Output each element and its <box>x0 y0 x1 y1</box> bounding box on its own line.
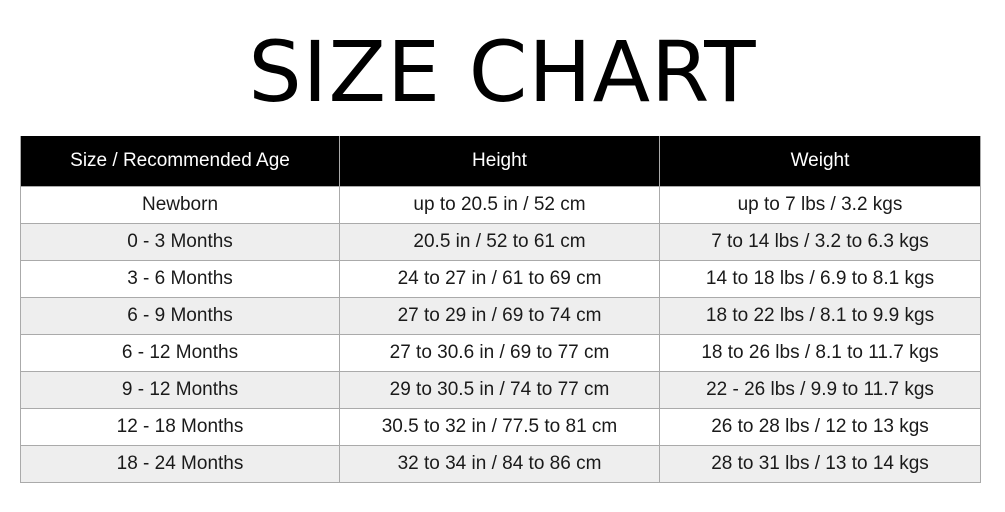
height-cell: 27 to 30.6 in / 69 to 77 cm <box>339 334 660 372</box>
weight-cell: 18 to 22 lbs / 8.1 to 9.9 kgs <box>659 297 981 335</box>
weight-cell: 7 to 14 lbs / 3.2 to 6.3 kgs <box>659 223 981 261</box>
size-chart-table: Size / Recommended Age Height Weight New… <box>20 136 981 483</box>
weight-cell: 18 to 26 lbs / 8.1 to 11.7 kgs <box>659 334 981 372</box>
table-header-row: Size / Recommended Age Height Weight <box>20 136 981 187</box>
table-row: Newborn up to 20.5 in / 52 cm up to 7 lbs … <box>20 186 981 224</box>
weight-cell: 22 - 26 lbs / 9.9 to 11.7 kgs <box>659 371 981 409</box>
size-cell: 3 - 6 Months <box>20 260 340 298</box>
header-size: Size / Recommended Age <box>20 136 340 187</box>
table-row: 6 - 9 Months 27 to 29 in / 69 to 74 cm 18 … <box>20 297 981 335</box>
weight-cell: up to 7 lbs / 3.2 kgs <box>659 186 981 224</box>
table-row: 3 - 6 Months 24 to 27 in / 61 to 69 cm 14 … <box>20 260 981 298</box>
table-row: 9 - 12 Months 29 to 30.5 in / 74 to 77 cm… <box>20 371 981 409</box>
table-row: 12 - 18 Months 30.5 to 32 in / 77.5 to 81… <box>20 408 981 446</box>
size-cell: 0 - 3 Months <box>20 223 340 261</box>
height-cell: 24 to 27 in / 61 to 69 cm <box>339 260 660 298</box>
size-cell: 6 - 12 Months <box>20 334 340 372</box>
weight-cell: 14 to 18 lbs / 6.9 to 8.1 kgs <box>659 260 981 298</box>
header-weight: Weight <box>659 136 981 187</box>
size-cell: 9 - 12 Months <box>20 371 340 409</box>
height-cell: up to 20.5 in / 52 cm <box>339 186 660 224</box>
weight-cell: 26 to 28 lbs / 12 to 13 kgs <box>659 408 981 446</box>
height-cell: 30.5 to 32 in / 77.5 to 81 cm <box>339 408 660 446</box>
weight-cell: 28 to 31 lbs / 13 to 14 kgs <box>659 445 981 483</box>
size-cell: 12 - 18 Months <box>20 408 340 446</box>
table-row: 18 - 24 Months 32 to 34 in / 84 to 86 cm 2… <box>20 445 981 483</box>
size-cell: 18 - 24 Months <box>20 445 340 483</box>
page-title: SIZE CHART <box>248 23 757 121</box>
table-row: 0 - 3 Months 20.5 in / 52 to 61 cm 7 to 14… <box>20 223 981 261</box>
height-cell: 20.5 in / 52 to 61 cm <box>339 223 660 261</box>
height-cell: 32 to 34 in / 84 to 86 cm <box>339 445 660 483</box>
header-height: Height <box>339 136 660 187</box>
size-cell: 6 - 9 Months <box>20 297 340 335</box>
size-cell: Newborn <box>20 186 340 224</box>
table-row: 6 - 12 Months 27 to 30.6 in / 69 to 77 cm… <box>20 334 981 372</box>
height-cell: 27 to 29 in / 69 to 74 cm <box>339 297 660 335</box>
height-cell: 29 to 30.5 in / 74 to 77 cm <box>339 371 660 409</box>
